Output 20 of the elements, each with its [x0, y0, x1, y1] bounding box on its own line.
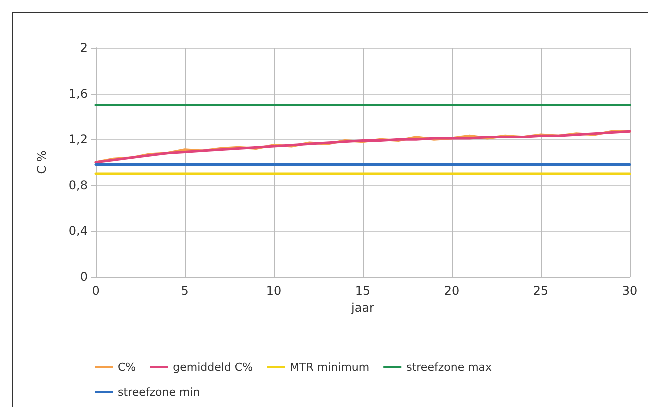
legend-label: C%: [118, 361, 136, 374]
legend-label: MTR minimum: [290, 361, 370, 374]
x-tick-label: 10: [266, 284, 282, 298]
x-tick-label: 20: [444, 284, 460, 298]
y-tick-label: 0,8: [68, 178, 88, 192]
legend-label: streefzone min: [118, 386, 200, 399]
x-tick-label: 0: [92, 284, 100, 298]
legend-label: gemiddeld C%: [173, 361, 254, 374]
x-tick-label: 25: [533, 284, 549, 298]
x-axis-title: jaar: [350, 300, 375, 315]
y-tick-label: 1,2: [68, 132, 88, 147]
x-tick-label: 5: [181, 284, 189, 298]
x-tick-label: 30: [622, 284, 638, 298]
y-tick-label: 1,6: [68, 86, 88, 101]
y-tick-label: 0,4: [68, 224, 88, 238]
y-tick-label: 2: [80, 41, 88, 55]
y-tick-label: 0: [80, 270, 88, 284]
y-axis-title: C %: [35, 150, 49, 174]
legend-label: streefzone max: [406, 361, 493, 374]
x-tick-label: 15: [355, 284, 371, 298]
